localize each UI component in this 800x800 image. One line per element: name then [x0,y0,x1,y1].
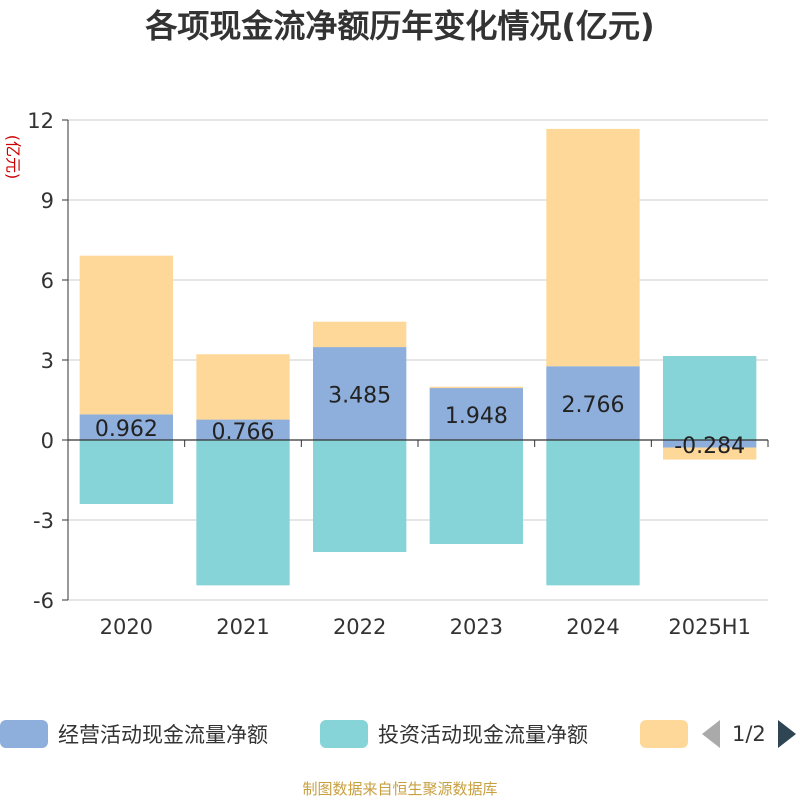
chart-title: 各项现金流净额历年变化情况(亿元) [145,7,655,45]
bar-1-2023 [429,440,523,544]
x-tick-label: 2021 [216,615,269,639]
data-label: 0.766 [212,420,275,445]
y-tick-label: 6 [41,269,54,293]
data-source-note: 制图数据来自恒生聚源数据库 [302,780,498,798]
data-label: 1.948 [445,404,508,429]
legend-page-indicator: 1/2 [732,722,766,746]
legend-swatch-operating [0,720,48,748]
bar-0-2025H1 [663,440,757,448]
y-tick-label: 9 [41,189,54,213]
bar-1-2021 [196,440,290,586]
bar-2-2021 [196,354,290,420]
cash-flow-chart: 12 9 6 3 0 -3 -6 2020 2021 2022 2023 2024 2025H1 0.96… [27,109,769,639]
data-label: 3.485 [328,384,391,409]
data-label: 0.962 [95,417,158,442]
legend-label-operating: 经营活动现金流量净额 [58,723,268,747]
x-tick-label: 2025H1 [668,615,751,639]
legend: 经营活动现金流量净额 投资活动现金流量净额 1/2 [0,716,800,752]
x-tick-label: 2024 [566,615,619,639]
bar-0-2020 [79,414,173,440]
bar-2-2025H1 [663,447,757,460]
data-label: -0.284 [674,434,745,459]
bar-2-2022 [313,321,407,348]
legend-swatch-financing [640,720,688,748]
legend-label-investing: 投资活动现金流量净额 [378,723,588,747]
x-tick-label: 2023 [450,615,503,639]
legend-item-operating[interactable]: 经营活动现金流量净额 [0,716,268,752]
y-tick-label: 3 [41,349,54,373]
bar-1-2025H1 [663,356,757,440]
x-tick-label: 2020 [100,615,153,639]
legend-item-financing[interactable] [640,716,698,752]
bar-2-2020 [79,255,173,415]
bar-0-2023 [429,388,523,440]
legend-item-investing[interactable]: 投资活动现金流量净额 [320,716,588,752]
bar-1-2022 [313,440,407,552]
legend-pager: 1/2 [702,716,796,752]
y-tick-label: -6 [33,589,54,613]
bar-0-2022 [313,347,407,440]
y-tick-label: -3 [33,509,54,533]
bar-0-2024 [546,366,640,440]
bar-2-2023 [429,386,523,389]
bar-1-2024 [546,440,640,586]
bar-0-2021 [196,419,290,440]
bar-2-2024 [546,128,640,367]
legend-prev-arrow-icon[interactable] [702,720,720,748]
y-tick-label: 12 [27,109,54,133]
y-tick-label: 0 [41,429,54,453]
bar-1-2020 [79,440,173,504]
legend-next-arrow-icon[interactable] [777,720,796,748]
data-label: 2.766 [562,393,625,418]
legend-swatch-investing [320,720,368,748]
x-tick-label: 2022 [333,615,386,639]
